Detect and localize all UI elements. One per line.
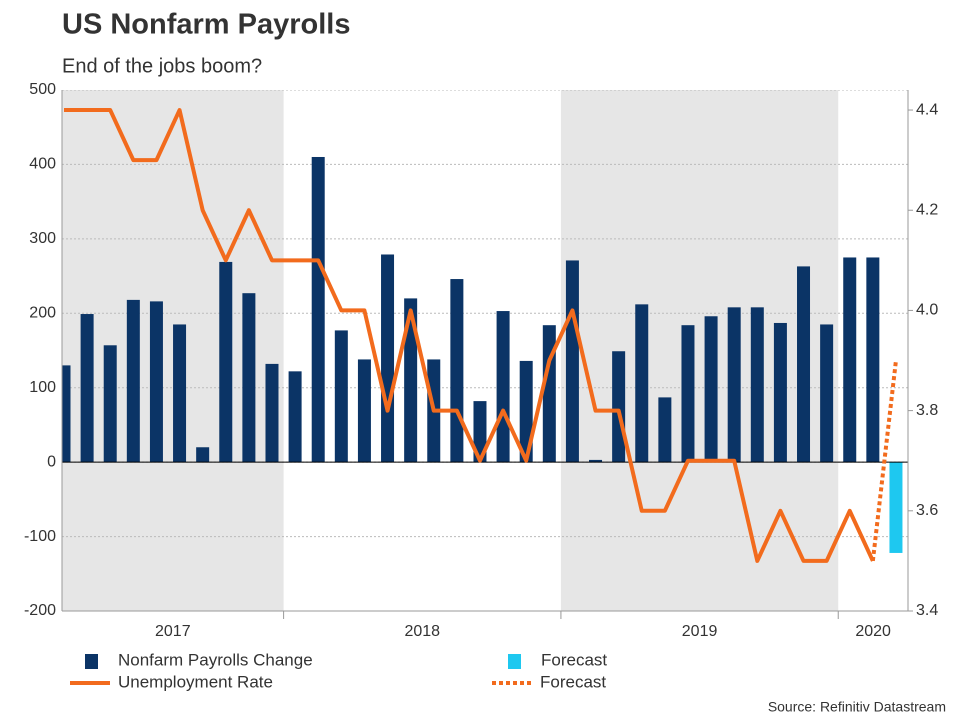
bar [265,363,279,463]
y-tick-label: 200 [29,305,56,322]
bar [62,365,71,463]
bar [288,371,302,463]
bar [103,345,117,463]
bar [797,266,811,463]
bar [404,298,418,463]
y-tick-label: 100 [29,379,56,396]
y2-tick-label: 4.4 [916,101,938,118]
y2-tick-label: 3.6 [916,502,938,519]
x-tick-label: 2019 [682,623,718,640]
bar [750,307,764,463]
chart-title: US Nonfarm Payrolls [62,9,350,41]
bar [820,324,834,463]
y-tick-label: 0 [47,453,56,470]
bar [173,324,187,463]
bar [149,301,163,463]
legend-swatch [85,654,98,669]
bar [450,279,464,463]
y2-tick-label: 3.8 [916,402,938,419]
bar [612,351,626,463]
line [870,360,898,562]
y-tick-label: 400 [29,156,56,173]
bar [126,299,140,463]
line [64,108,875,563]
bar [311,156,325,463]
bar [196,447,210,463]
x-tick-label: 2017 [155,623,191,640]
bar [681,325,695,463]
bar [219,261,233,463]
legend-label: Forecast [541,650,607,669]
bar [843,257,857,463]
legend-label: Unemployment Rate [118,672,273,691]
bar [635,304,649,463]
y-tick-label: -100 [24,528,56,545]
y-tick-label: -200 [24,602,56,619]
source: Source: Refinitiv Datastream [768,699,946,715]
bar [727,307,741,463]
bar [473,401,487,463]
bar [381,254,395,463]
bar [357,359,371,463]
legend-label: Nonfarm Payrolls Change [118,650,313,669]
y2-tick-label: 4.2 [916,201,938,218]
legend-swatch [508,654,521,669]
plot-area [62,90,908,611]
bar [889,462,903,553]
x-tick-label: 2020 [855,623,891,640]
year-shade [560,90,839,611]
bar [334,330,348,463]
bar [658,397,672,463]
bar [704,316,718,463]
chart-subtitle: End of the jobs boom? [62,55,262,77]
y-tick-label: 300 [29,230,56,247]
bar [80,314,94,463]
y-tick-label: 500 [29,81,56,98]
bar [866,257,880,463]
bar [519,360,533,463]
y2-tick-label: 4.0 [916,302,938,319]
bar [496,311,510,463]
bar [242,293,256,463]
y2-tick-label: 3.4 [916,602,938,619]
bar [542,325,556,463]
bar [589,459,603,463]
x-tick-label: 2018 [404,623,440,640]
bar [565,260,579,463]
legend-label: Forecast [540,672,606,691]
bar [773,322,787,463]
